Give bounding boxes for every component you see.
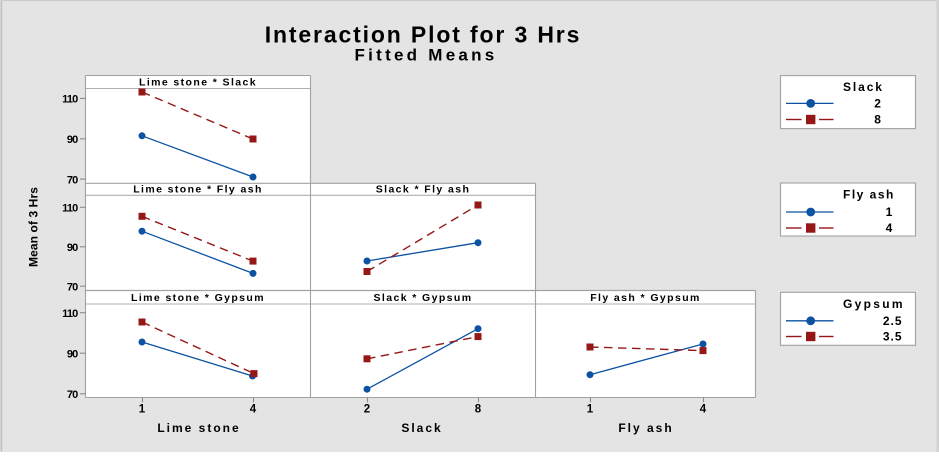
svg-text:8: 8 [475, 403, 482, 415]
svg-text:Gypsum: Gypsum [843, 297, 905, 311]
svg-text:8: 8 [874, 113, 882, 127]
svg-text:70: 70 [67, 281, 78, 293]
svg-text:Slack: Slack [401, 421, 442, 435]
svg-text:70: 70 [67, 174, 78, 186]
svg-text:110: 110 [62, 94, 78, 106]
svg-text:110: 110 [62, 203, 78, 215]
svg-text:4: 4 [700, 403, 707, 415]
svg-text:1: 1 [139, 403, 146, 415]
svg-text:90: 90 [67, 242, 78, 254]
svg-text:110: 110 [62, 308, 78, 320]
svg-text:2: 2 [874, 97, 882, 111]
svg-text:2.5: 2.5 [883, 314, 903, 328]
svg-text:Mean of 3 Hrs: Mean of 3 Hrs [27, 187, 41, 267]
svg-text:1: 1 [886, 205, 894, 219]
svg-text:90: 90 [67, 134, 78, 146]
svg-text:Lime stone * Fly ash: Lime stone * Fly ash [133, 184, 263, 196]
svg-text:70: 70 [67, 389, 78, 401]
svg-text:Fly ash: Fly ash [618, 421, 673, 435]
svg-text:Slack * Gypsum: Slack * Gypsum [374, 292, 473, 304]
svg-text:3.5: 3.5 [883, 330, 903, 344]
svg-text:Interaction Plot for 3 Hrs: Interaction Plot for 3 Hrs [265, 22, 581, 48]
svg-text:Slack: Slack [843, 80, 884, 94]
svg-text:Lime stone * Gypsum: Lime stone * Gypsum [131, 292, 265, 304]
svg-text:Fly ash: Fly ash [843, 188, 895, 202]
svg-text:Lime stone * Slack: Lime stone * Slack [139, 77, 257, 89]
svg-text:4: 4 [250, 403, 257, 415]
svg-text:90: 90 [67, 348, 78, 360]
svg-text:Fitted Means: Fitted Means [355, 46, 498, 65]
svg-text:4: 4 [886, 221, 894, 235]
svg-text:2: 2 [364, 403, 370, 415]
svg-text:1: 1 [587, 403, 594, 415]
svg-text:Fly ash * Gypsum: Fly ash * Gypsum [590, 292, 701, 304]
svg-text:Lime stone: Lime stone [157, 421, 240, 435]
svg-text:Slack * Fly ash: Slack * Fly ash [376, 184, 471, 196]
